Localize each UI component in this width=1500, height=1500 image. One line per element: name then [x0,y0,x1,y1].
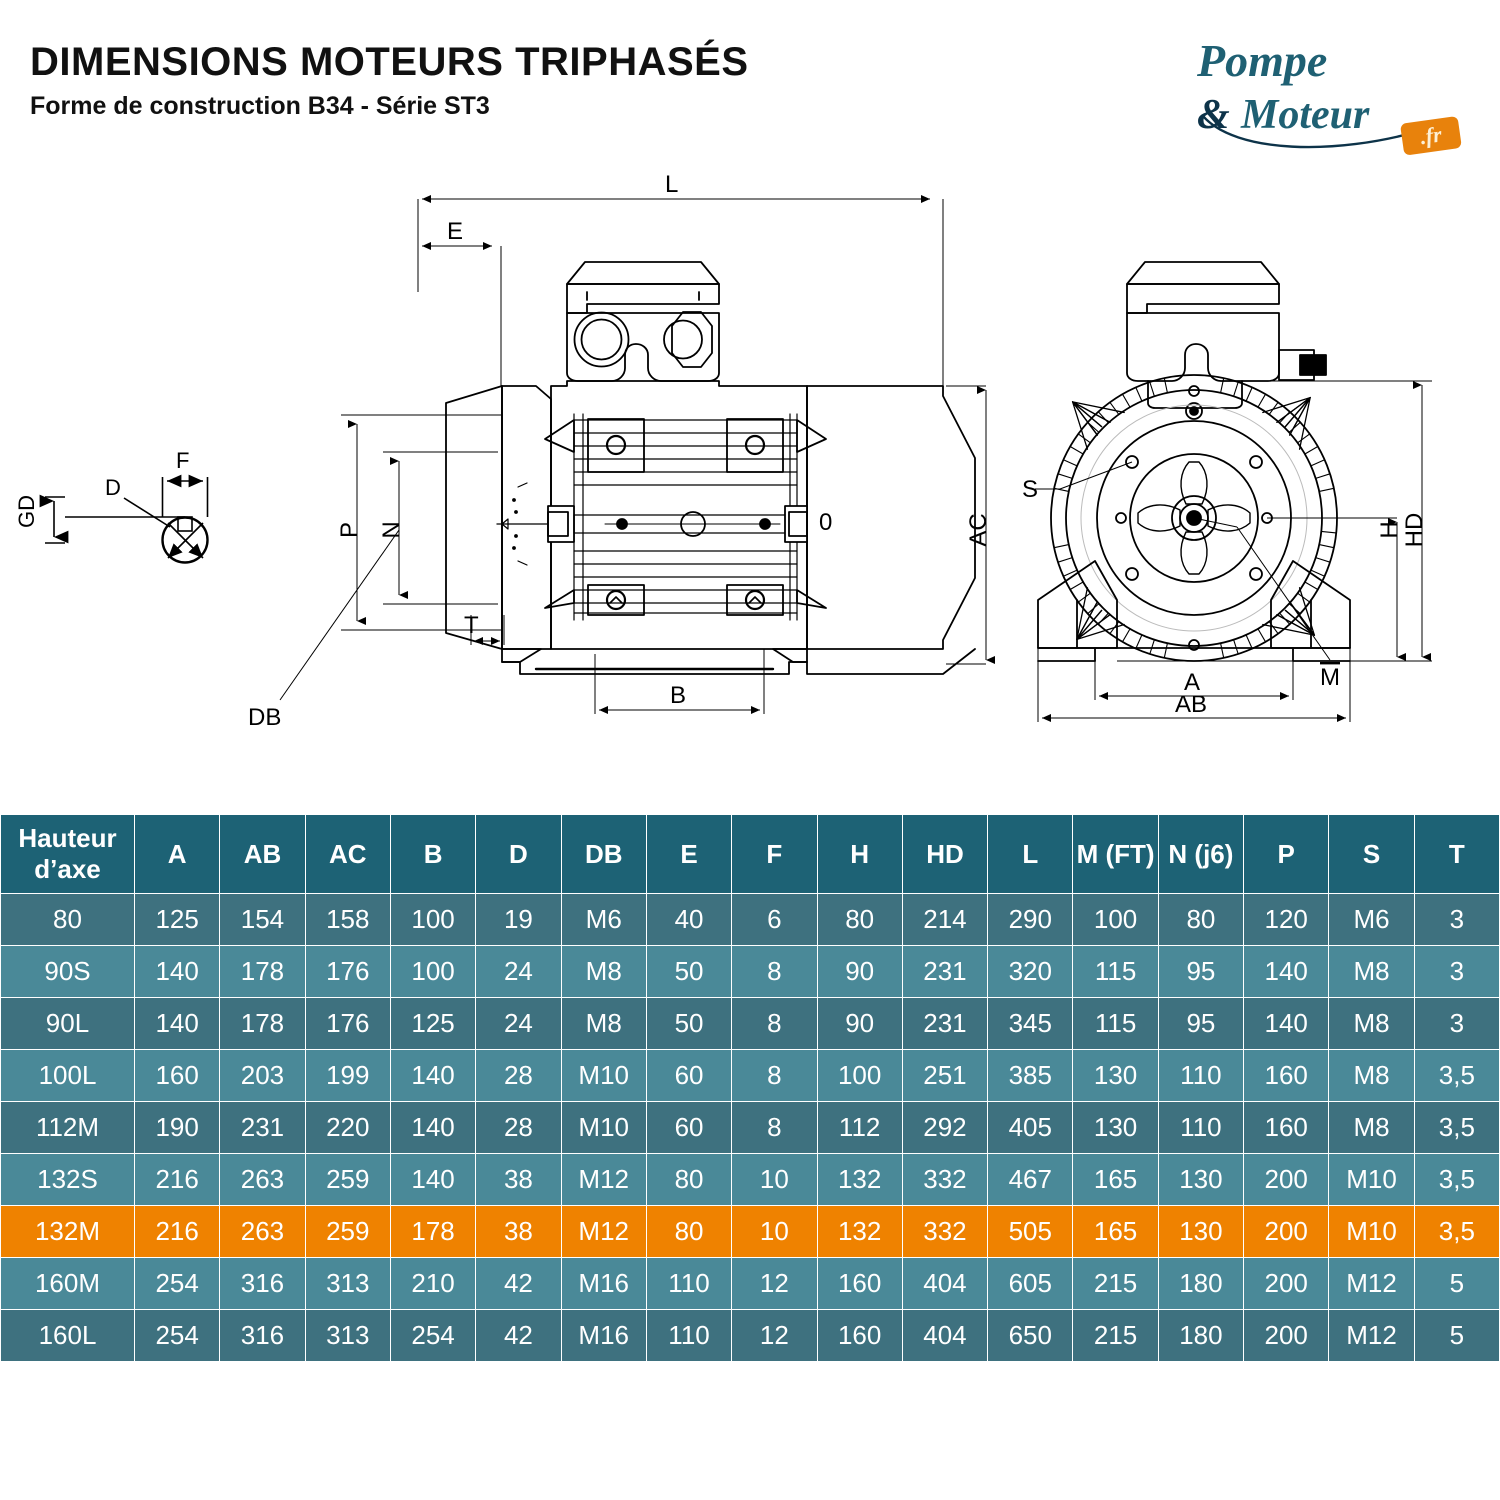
svg-text:AC: AC [965,513,992,546]
svg-text:D: D [105,475,121,500]
svg-text:DB: DB [248,704,281,731]
svg-text:P: P [336,522,363,538]
svg-text:M: M [1320,664,1340,691]
svg-text:0: 0 [819,509,832,536]
svg-text:AB: AB [1175,691,1207,718]
svg-text:F: F [176,448,189,473]
svg-text:N: N [378,521,405,538]
svg-text:L: L [665,171,678,198]
svg-text:S: S [1022,476,1038,503]
svg-text:HD: HD [1401,513,1428,548]
svg-text:E: E [447,218,463,245]
svg-text:GD: GD [14,495,39,528]
svg-text:H: H [1376,521,1403,538]
svg-text:B: B [670,682,686,709]
svg-text:T: T [464,612,479,639]
